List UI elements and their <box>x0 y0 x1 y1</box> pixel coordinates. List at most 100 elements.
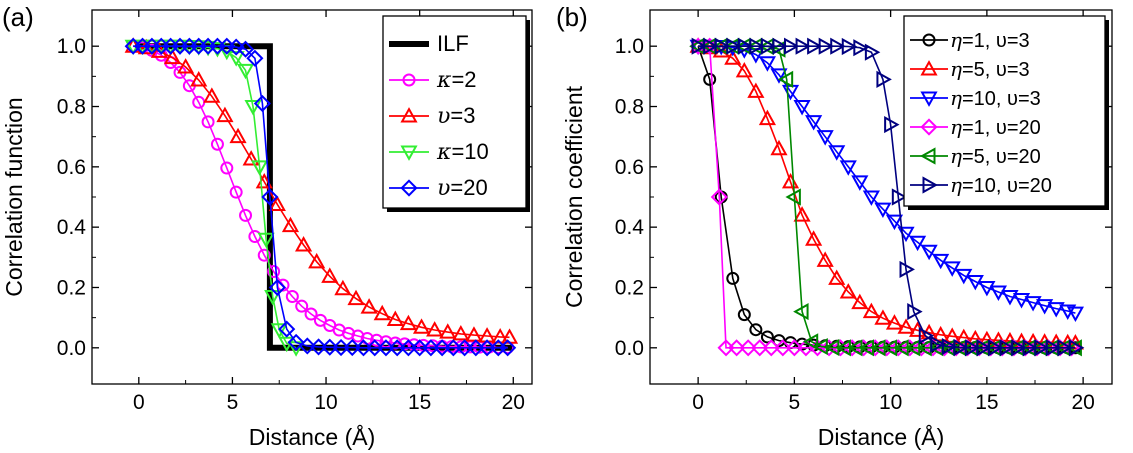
data-point <box>874 202 892 218</box>
legend-value: =3 <box>450 103 475 128</box>
data-point <box>885 214 904 231</box>
data-point <box>177 58 195 74</box>
data-point <box>920 244 938 261</box>
data-point <box>347 289 365 306</box>
data-point <box>295 299 309 313</box>
legend-entry: η=5, υ=3 <box>910 57 1030 81</box>
legend-marker <box>920 91 938 107</box>
legend-label: ILF <box>437 31 469 56</box>
data-point <box>818 37 835 55</box>
legend-box <box>903 15 1106 207</box>
data-point <box>439 323 457 339</box>
legend-value: =20 <box>450 175 487 200</box>
data-point <box>907 303 923 321</box>
data-point <box>267 264 281 278</box>
legend-entry: η=5, υ=20 <box>910 144 1041 168</box>
data-point <box>816 130 834 146</box>
y-axis-label: Correlation function <box>1 97 27 296</box>
data-point <box>912 339 930 357</box>
data-point <box>964 339 981 357</box>
x-tick-label: 20 <box>502 391 525 414</box>
legend-label: η=1, υ=3 <box>950 28 1030 52</box>
data-point <box>793 303 809 321</box>
data-point <box>751 339 769 357</box>
data-point <box>839 283 857 299</box>
data-point <box>210 137 224 151</box>
data-point <box>426 321 444 337</box>
y-tick-label: 1.0 <box>615 35 644 58</box>
data-point <box>261 188 279 206</box>
data-point <box>770 68 788 84</box>
data-point <box>190 71 208 87</box>
data-point <box>220 161 234 175</box>
data-point <box>366 339 384 357</box>
data-point <box>758 56 776 72</box>
data-point <box>953 338 969 357</box>
data-point <box>805 230 823 246</box>
legend-marker <box>400 145 418 161</box>
data-point <box>691 37 708 55</box>
data-point <box>770 139 788 156</box>
y-tick-label: 0.2 <box>615 276 644 299</box>
data-point <box>1036 299 1054 315</box>
data-point <box>388 339 406 357</box>
legend-label: η=10, υ=3 <box>950 86 1041 110</box>
data-point <box>772 37 788 55</box>
data-point <box>724 49 742 65</box>
legend-entry: ILF <box>389 31 469 56</box>
data-point <box>285 290 299 304</box>
y-tick-label: 1.0 <box>57 35 86 58</box>
data-point <box>793 100 811 116</box>
data-point <box>1012 293 1031 309</box>
panel-label: (a) <box>2 2 34 32</box>
legend-value: =10 <box>451 139 488 164</box>
data-point <box>851 293 869 310</box>
legend-symbol: κ <box>436 140 452 165</box>
data-point <box>386 310 404 326</box>
x-tick-label: 15 <box>408 391 431 414</box>
legend-entry: υ=20 <box>389 175 488 201</box>
data-point <box>452 324 470 341</box>
data-point <box>370 333 384 347</box>
data-point <box>828 145 846 161</box>
data-point <box>399 314 418 331</box>
data-point <box>412 318 431 334</box>
data-point <box>343 338 361 357</box>
data-point <box>309 338 328 356</box>
legend-marker <box>920 118 938 136</box>
legend-symbol: υ <box>437 104 450 129</box>
x-tick-label: 5 <box>789 391 801 414</box>
x-tick-label: 10 <box>314 391 337 414</box>
y-axis-label: Correlation coefficient <box>561 85 587 308</box>
series-4 <box>124 37 517 357</box>
data-point <box>281 216 300 233</box>
legend-value: =1, υ=3 <box>962 30 1030 52</box>
legend-marker <box>400 107 418 123</box>
y-tick-label: 0.6 <box>615 156 644 179</box>
legend-entry: η=1, υ=3 <box>910 28 1030 52</box>
data-point <box>710 188 728 206</box>
data-point <box>889 339 907 357</box>
data-point <box>899 260 915 278</box>
data-point <box>229 127 247 144</box>
legend-label: η=10, υ=20 <box>950 173 1052 197</box>
legend-label: η=1, υ=20 <box>950 115 1041 139</box>
data-point <box>1024 296 1042 312</box>
x-tick-label: 5 <box>227 391 239 414</box>
data-point <box>758 109 776 126</box>
legend-symbol: η <box>950 57 962 81</box>
data-point <box>943 261 961 277</box>
x-tick-label: 0 <box>133 391 145 414</box>
data-point <box>377 339 395 357</box>
data-point <box>785 339 803 357</box>
data-point <box>1034 339 1050 357</box>
data-point <box>253 94 271 113</box>
data-point <box>737 308 751 322</box>
data-point <box>246 49 264 67</box>
data-point <box>465 326 483 342</box>
panel-label: (b) <box>556 2 588 32</box>
data-point <box>1068 339 1085 357</box>
data-point <box>1057 339 1073 357</box>
data-point <box>499 339 517 357</box>
